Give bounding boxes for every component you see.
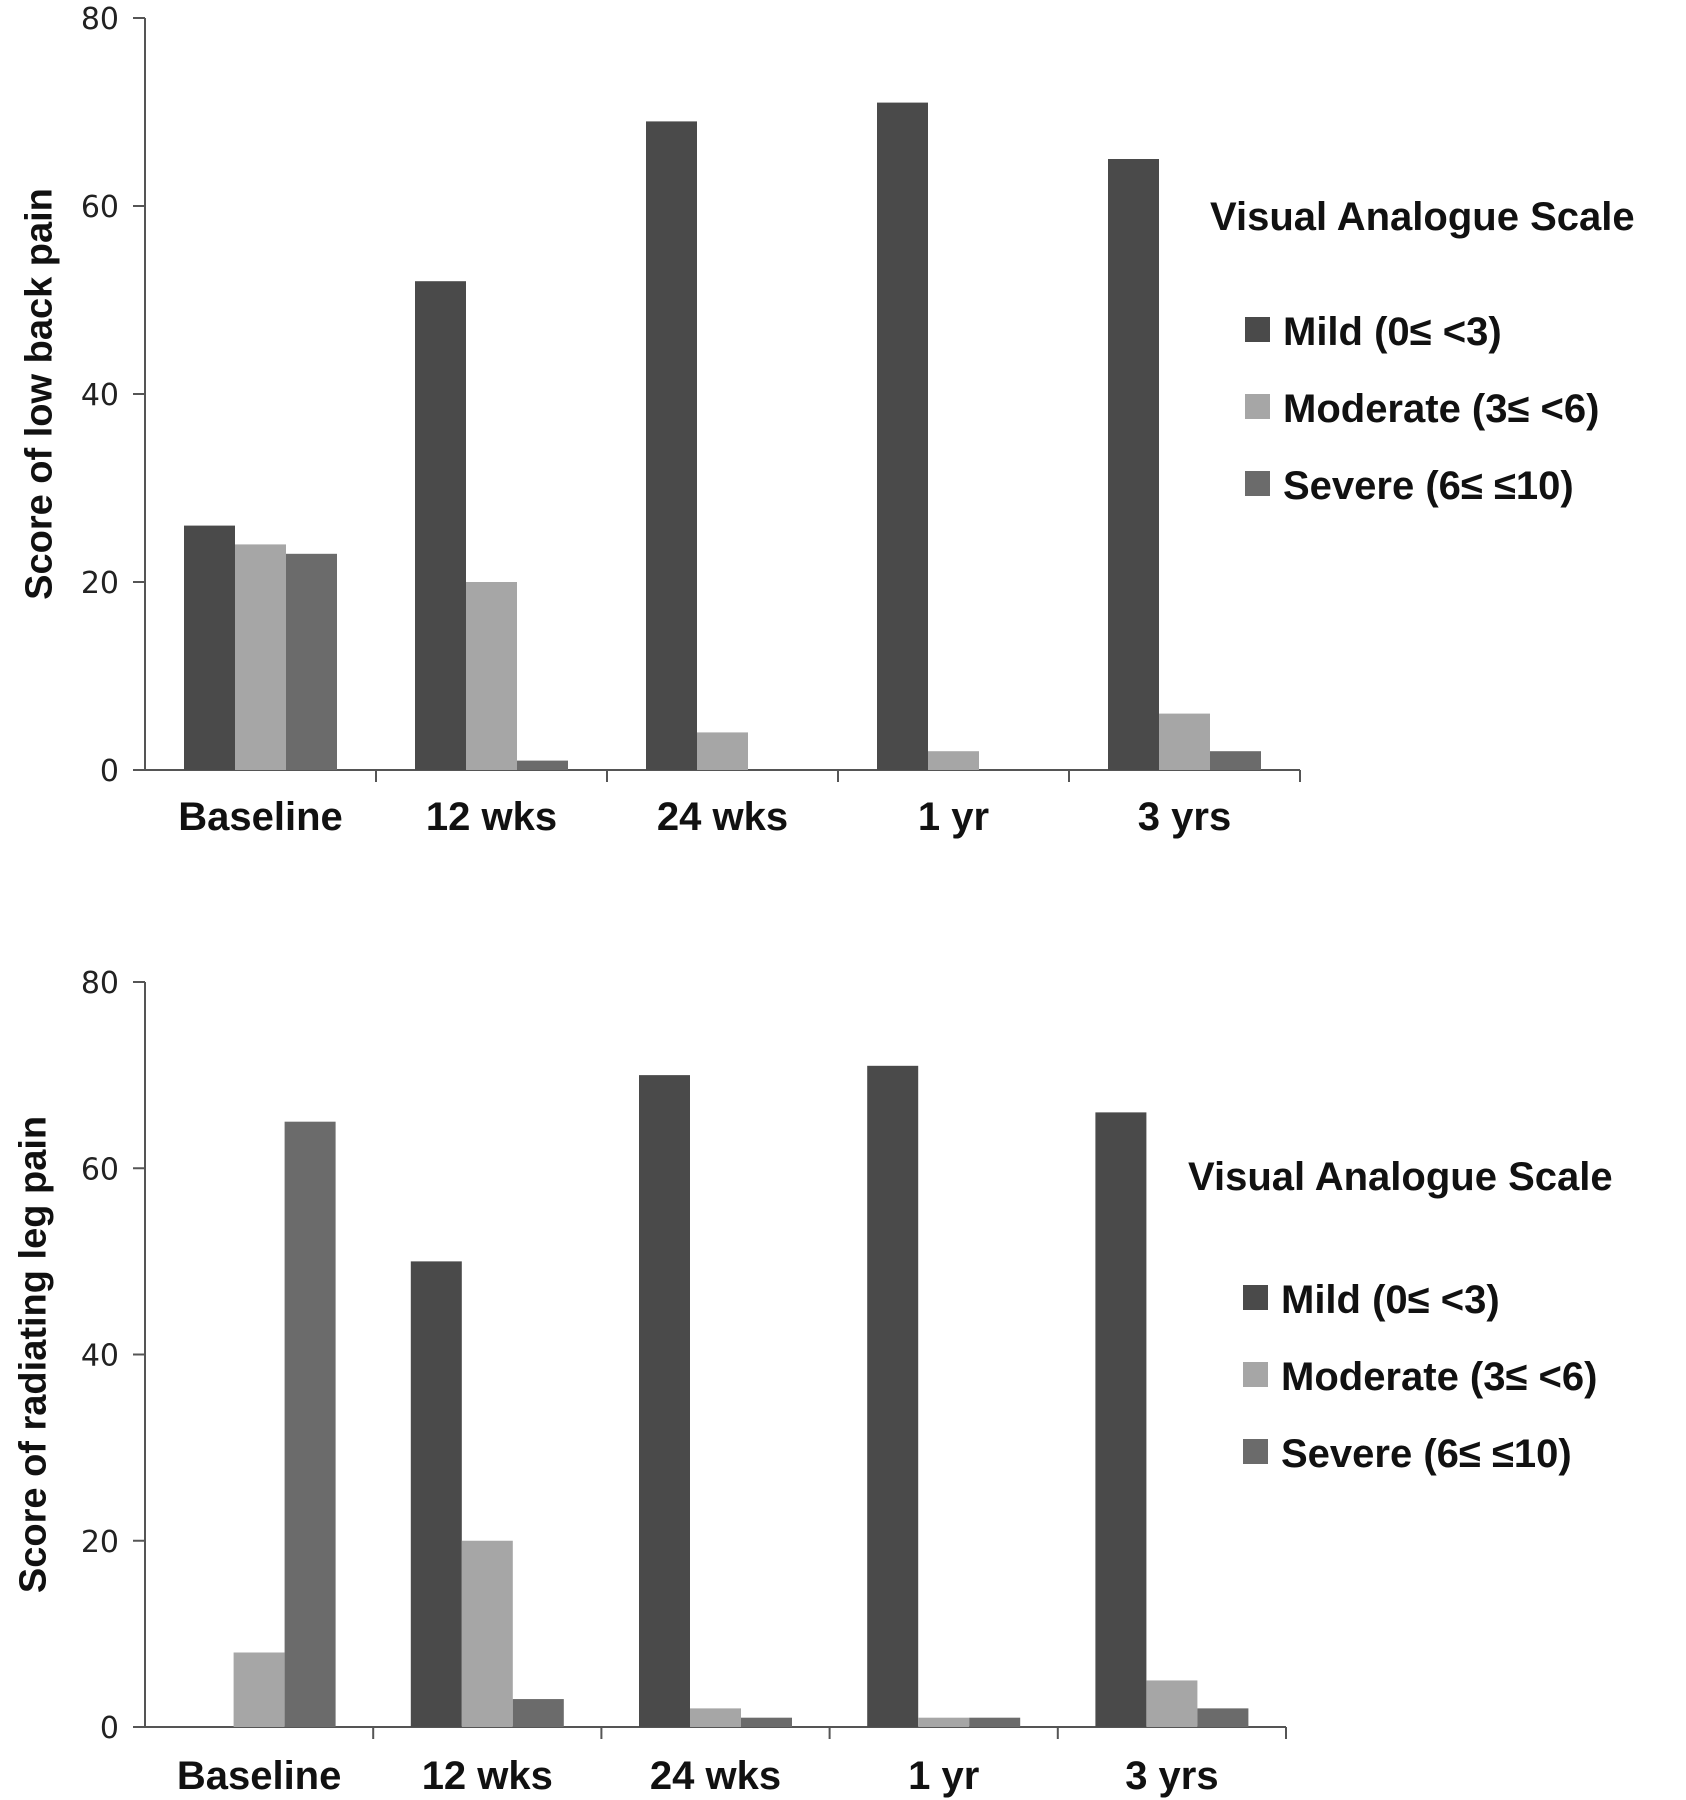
- bar: [233, 1652, 285, 1727]
- x-category-label: Baseline: [177, 1754, 342, 1798]
- bar: [1095, 1112, 1147, 1727]
- y-tick-label: 0: [100, 1711, 119, 1746]
- y-tick-label: 0: [100, 754, 119, 789]
- bar: [1108, 159, 1159, 770]
- bar: [512, 1699, 564, 1727]
- bar: [284, 1121, 336, 1727]
- x-category-label: 12 wks: [426, 795, 557, 839]
- bar: [235, 544, 286, 770]
- bar: [741, 1717, 792, 1727]
- y-tick-label: 80: [81, 2, 119, 37]
- legend-label: Moderate (3≤ <6): [1283, 387, 1599, 431]
- bar: [1210, 751, 1261, 770]
- y-axis-title: Score of low back pain: [18, 188, 60, 600]
- x-category-label: 12 wks: [422, 1754, 553, 1798]
- legend-title: Visual Analogue Scale: [1188, 1155, 1613, 1199]
- bar: [867, 1065, 919, 1727]
- legend-label: Mild (0≤ <3): [1283, 310, 1502, 354]
- y-tick-label: 20: [81, 1525, 119, 1560]
- y-tick-label: 40: [81, 1339, 119, 1374]
- legend-swatch: [1243, 1285, 1268, 1310]
- bar: [466, 582, 517, 770]
- y-axis-title: Score of radiating leg pain: [12, 1116, 54, 1593]
- legend-label: Moderate (3≤ <6): [1281, 1355, 1597, 1399]
- x-category-label: 1 yr: [908, 1754, 979, 1798]
- legend-label: Severe (6≤ ≤10): [1283, 464, 1574, 508]
- bar: [928, 751, 979, 770]
- bar: [286, 553, 337, 770]
- x-category-label: 3 yrs: [1138, 795, 1231, 839]
- bar: [1146, 1680, 1198, 1727]
- bar: [969, 1717, 1021, 1727]
- bar: [517, 760, 568, 770]
- x-category-label: 24 wks: [657, 795, 788, 839]
- bar: [1159, 713, 1210, 770]
- y-tick-label: 40: [81, 378, 119, 413]
- bar: [918, 1717, 970, 1727]
- y-tick-label: 80: [81, 966, 119, 1001]
- legend-swatch: [1245, 471, 1270, 496]
- bar: [639, 1075, 690, 1727]
- bar: [690, 1708, 741, 1727]
- chart-low-back-pain: 0 20 40 60 80 Baseline 12 wks 24 wks 1 yr 3 yrs Sc…: [18, 2, 1634, 839]
- legend-label: Mild (0≤ <3): [1281, 1278, 1500, 1322]
- legend-swatch: [1245, 394, 1270, 419]
- x-category-label: 3 yrs: [1125, 1754, 1218, 1798]
- legend-swatch: [1243, 1362, 1268, 1387]
- legend-title: Visual Analogue Scale: [1210, 195, 1635, 239]
- bar: [410, 1261, 462, 1727]
- x-category-label: 24 wks: [650, 1754, 781, 1798]
- x-category-label: 1 yr: [918, 795, 989, 839]
- legend-swatch: [1243, 1439, 1268, 1464]
- bar: [461, 1540, 513, 1727]
- chart-radiating-leg-pain: 0 20 40 60 80 Baseline 12 wks 24 wks 1 yr 3 yrs Sc…: [12, 966, 1612, 1798]
- y-tick-label: 20: [81, 566, 119, 601]
- bar: [646, 121, 697, 770]
- legend-swatch: [1245, 317, 1270, 342]
- x-category-label: Baseline: [178, 795, 343, 839]
- y-tick-label: 60: [81, 190, 119, 225]
- bar: [184, 525, 235, 770]
- bar: [415, 281, 466, 770]
- y-tick-label: 60: [81, 1152, 119, 1187]
- legend-label: Severe (6≤ ≤10): [1281, 1432, 1572, 1476]
- bar: [697, 732, 748, 770]
- bar: [877, 102, 928, 771]
- bar: [1197, 1708, 1249, 1727]
